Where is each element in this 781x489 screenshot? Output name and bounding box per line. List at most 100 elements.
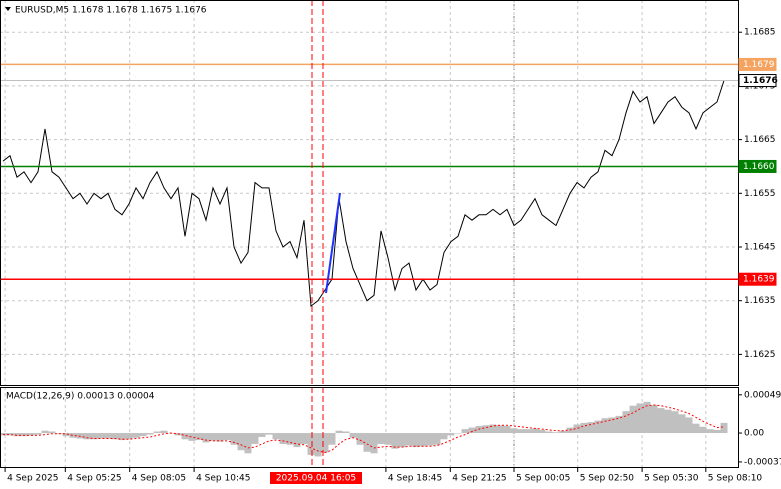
macd-bar [706,429,714,434]
macd-bar [482,425,490,434]
x-tick-label: 4 Sep 2025 [7,474,58,484]
macd-bar [132,433,140,438]
macd-bar [685,417,693,434]
macd-bar [489,424,497,434]
axis: 1.16851.16751.16651.16551.16451.16351.16… [4,28,781,484]
macd-bar [545,431,553,434]
macd-bar [720,422,728,434]
macd-bar [83,433,91,440]
macd-bar [713,429,721,434]
macd-bar [594,420,602,434]
x-tick-label: 5 Sep 02:50 [580,474,635,484]
y-tick-label: 1.1645 [744,243,776,253]
macd-bar [349,433,357,438]
x-tick-label: 5 Sep 05:30 [644,474,699,484]
macd-bar [454,433,462,434]
y-tick-label: 0.00049 [744,390,781,400]
cursor-time: 2025.09.04 16:05 [276,474,356,484]
macd-bar [181,433,189,440]
macd-bar [559,430,567,434]
macd-bar [13,433,21,437]
macd-bar [335,430,343,434]
macd-bar [321,433,329,453]
macd-bar [125,433,133,440]
macd-bar [433,433,441,445]
macd-bar [279,433,287,444]
macd-bar [286,433,294,445]
x-tick-label: 5 Sep 00:05 [516,474,570,484]
macd-bar [629,405,637,434]
macd-bar [258,433,266,437]
macd-bar [664,409,672,434]
macd-bar [468,427,476,434]
macd-bar [419,433,427,447]
x-tick-label: 4 Sep 21:25 [452,474,506,484]
macd-bar [293,433,301,448]
macd-bar [41,430,49,434]
macd-bar [391,433,399,449]
macd-bar [90,433,98,440]
macd-bar [216,433,224,442]
level-label: 1.1679 [743,60,775,70]
macd-bar [657,408,665,434]
macd-bar [104,433,112,439]
macd-bar [552,432,560,434]
macd-bar [615,415,623,434]
level-label-box [738,272,777,286]
macd-bar [538,429,546,434]
macd-bar [300,433,308,444]
macd-bar [650,404,658,434]
macd-bar [622,411,630,434]
macd-bar [573,424,581,434]
macd-bar [636,403,644,434]
chart-title: EURUSD,M5 1.1678 1.1678 1.1675 1.1676 [15,6,207,16]
plot [0,63,738,457]
macd-bar [160,430,168,434]
macd-bar [230,433,238,445]
x-tick-label: 4 Sep 05:25 [67,474,121,484]
macd-bar [202,433,210,443]
macd-bar [244,433,252,454]
macd-bar [6,433,14,436]
macd-bar [48,431,56,434]
macd-bar [461,429,469,434]
y-tick-label: 0.00 [744,429,764,439]
macd-bar [447,433,455,436]
level-label-box [738,159,777,173]
macd-bar [699,426,707,434]
macd-bar [328,433,336,445]
macd-bar [62,433,70,437]
macd-bar [377,433,385,444]
macd-bar [27,433,35,436]
macd-bar [223,433,231,441]
level-label: 1.1639 [743,275,775,285]
cursor-time-box [270,472,362,484]
macd-bar [34,433,42,435]
macd-bar [153,431,161,434]
x-tick-label: 4 Sep 10:45 [196,474,250,484]
macd-bar [111,433,119,440]
macd-bar [503,426,511,434]
macd-bar [237,433,245,451]
macd-bar [643,401,651,434]
macd-bar [608,417,616,434]
macd-panel-frame [0,387,739,468]
level-label: 1.1660 [743,162,775,172]
macd-bar [440,433,448,440]
y-tick-label: 1.1635 [744,296,776,306]
macd-bar [531,428,539,434]
level-label: 1.1676 [743,76,778,86]
macd-bar [118,433,126,441]
x-tick-label: 5 Sep 08:10 [708,474,763,484]
level-label-box [738,74,777,88]
signal-line [3,404,725,454]
macd-bar [69,433,77,438]
price-line [2,80,725,308]
macd-bar [398,433,406,448]
macd-bar [678,414,686,434]
menu-triangle [5,7,11,11]
macd-bar [587,422,595,434]
macd-bar [426,433,434,446]
level-label-box [738,57,777,71]
